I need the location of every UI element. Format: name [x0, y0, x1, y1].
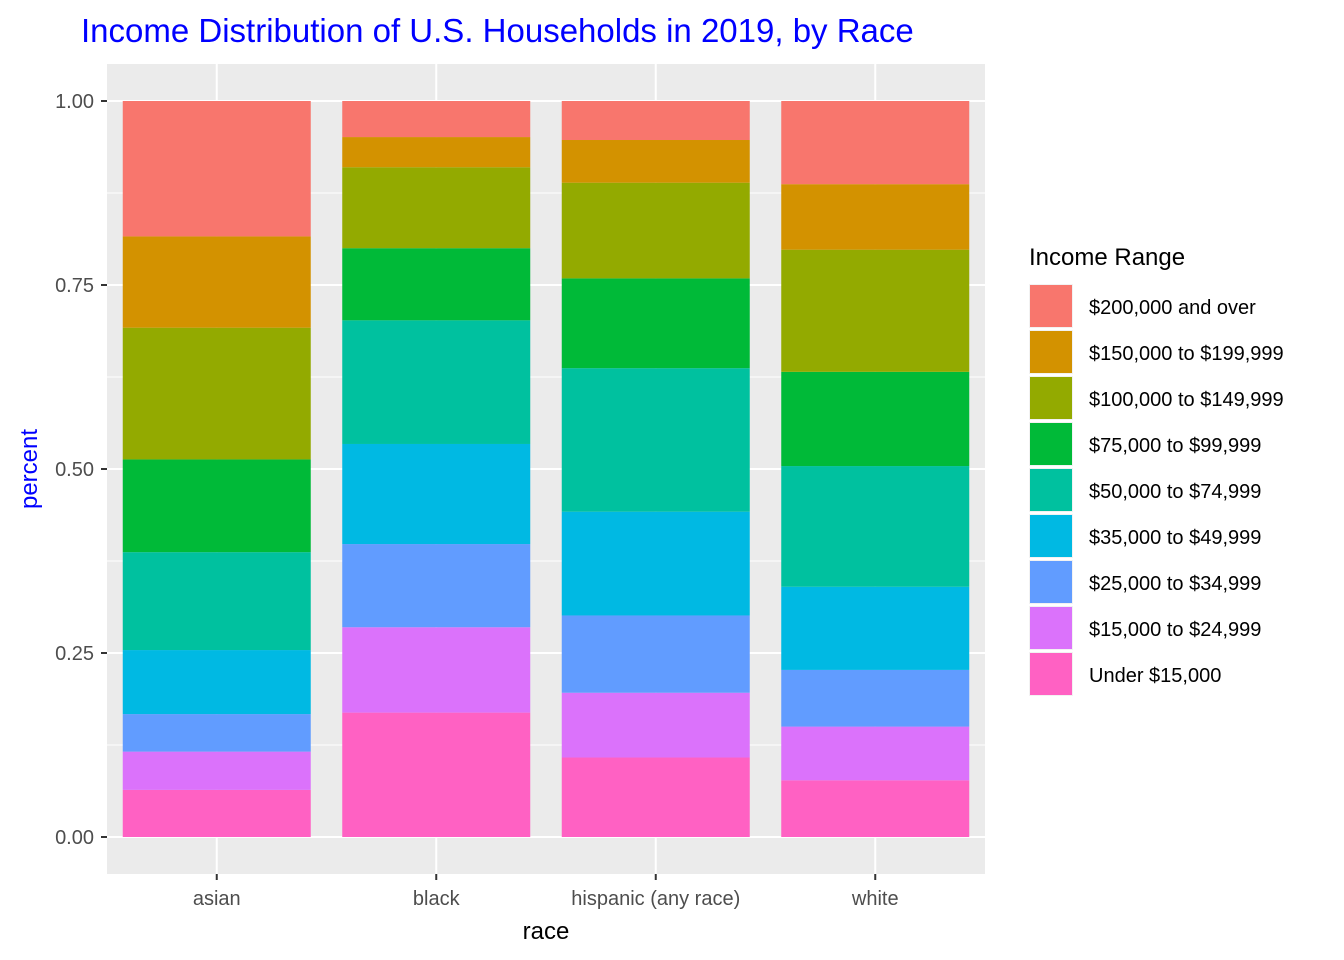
x-tick-label: asian — [193, 888, 241, 910]
bar-segment — [122, 459, 311, 553]
bar-segment — [781, 726, 970, 781]
bar-segment — [122, 650, 311, 715]
bar-segment — [342, 167, 531, 249]
bar-segment — [561, 692, 750, 758]
y-tick-label: 0.50 — [55, 459, 94, 481]
y-tick-label: 0.75 — [55, 275, 94, 297]
bar-segment — [561, 278, 750, 369]
legend-swatch — [1030, 377, 1072, 419]
chart-title: Income Distribution of U.S. Households i… — [81, 12, 914, 49]
y-tick-label: 0.25 — [55, 643, 94, 665]
legend-label: $50,000 to $74,999 — [1089, 481, 1261, 503]
legend-swatch — [1030, 653, 1072, 695]
bar-segment — [342, 443, 531, 545]
x-axis: asian black hispanic (any race) white — [193, 874, 899, 910]
bar-segment — [342, 101, 531, 138]
bar-segment — [122, 327, 311, 460]
bar-segment — [342, 320, 531, 444]
bar-segment — [781, 586, 970, 670]
x-tick-label: hispanic (any race) — [571, 888, 740, 910]
bars — [122, 101, 970, 837]
bar-segment — [122, 236, 311, 328]
legend-swatch — [1030, 331, 1072, 373]
legend-swatch — [1030, 469, 1072, 511]
bar-segment — [561, 757, 750, 837]
bar-segment — [342, 544, 531, 628]
bar-segment — [342, 627, 531, 713]
bar-segment — [342, 248, 531, 321]
legend-label: $35,000 to $49,999 — [1089, 527, 1261, 549]
legend-title: Income Range — [1029, 244, 1185, 271]
bar-segment — [561, 182, 750, 279]
legend-label: $15,000 to $24,999 — [1089, 619, 1261, 641]
bar-segment — [781, 101, 970, 185]
x-axis-title: race — [523, 918, 570, 945]
legend-swatch — [1030, 423, 1072, 465]
bar-segment — [122, 552, 311, 651]
legend-label: $75,000 to $99,999 — [1089, 435, 1261, 457]
bar-segment — [781, 371, 970, 467]
y-axis-title: percent — [16, 429, 43, 509]
legend-swatch — [1030, 515, 1072, 557]
bar-segment — [561, 101, 750, 141]
legend-swatch — [1030, 285, 1072, 327]
legend-label: $25,000 to $34,999 — [1089, 573, 1261, 595]
bar-segment — [561, 140, 750, 183]
bar-segment — [122, 751, 311, 790]
bar-segment — [781, 669, 970, 727]
bar-segment — [781, 780, 970, 837]
bar-segment — [342, 712, 531, 837]
bar-segment — [781, 249, 970, 372]
legend: Income Range $200,000 and over $150,000 t… — [1029, 244, 1284, 696]
bar-segment — [781, 184, 970, 250]
y-axis: 0.00 0.25 0.50 0.75 1.00 — [55, 91, 107, 849]
legend-label: $200,000 and over — [1089, 297, 1256, 319]
bar-segment — [561, 615, 750, 693]
x-tick-label: black — [413, 888, 461, 910]
bar-segment — [561, 368, 750, 512]
legend-label: $100,000 to $149,999 — [1089, 389, 1284, 411]
y-tick-label: 0.00 — [55, 827, 94, 849]
legend-swatch — [1030, 607, 1072, 649]
bar-segment — [342, 137, 531, 168]
y-tick-label: 1.00 — [55, 91, 94, 113]
legend-label: $150,000 to $199,999 — [1089, 343, 1284, 365]
bar-segment — [561, 511, 750, 616]
bar-segment — [122, 101, 311, 237]
bar-segment — [122, 789, 311, 837]
legend-swatch — [1030, 561, 1072, 603]
legend-label: Under $15,000 — [1089, 665, 1221, 687]
bar-segment — [122, 714, 311, 752]
x-tick-label: white — [851, 888, 899, 910]
bar-segment — [781, 466, 970, 587]
